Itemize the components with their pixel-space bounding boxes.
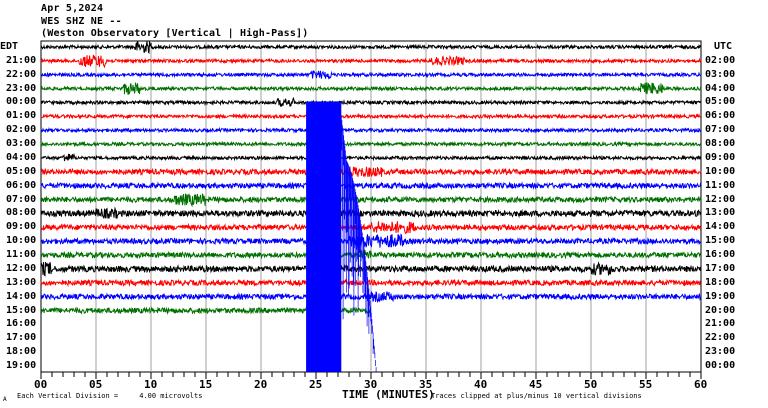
edt-label: 12:00 (6, 262, 37, 274)
header-observatory: (Weston Observatory [Vertical | High-Pas… (41, 28, 309, 39)
utc-label: 19:00 (705, 290, 736, 302)
x-tick-label: 00 (34, 378, 48, 391)
header-date: Apr 5,2024 (41, 3, 104, 14)
trace-row-18 (40, 291, 702, 304)
edt-label: 05:00 (6, 165, 37, 177)
edt-label: 18:00 (6, 346, 37, 358)
edt-label: 11:00 (6, 249, 37, 261)
scale-text: Each Vertical Division = 4.00 microvolts (17, 392, 203, 400)
x-tick-label: 35 (419, 378, 433, 391)
utc-label: 07:00 (705, 124, 736, 136)
utc-label: 23:00 (705, 346, 736, 358)
edt-label: 00:00 (6, 96, 37, 108)
header-station: WES SHZ NE -- (41, 16, 122, 27)
edt-label: 13:00 (6, 276, 37, 288)
edt-label: 22:00 (6, 68, 37, 80)
utc-label: 20:00 (705, 304, 736, 316)
corner-mark: A (3, 396, 7, 403)
utc-label: 10:00 (705, 165, 736, 177)
utc-label: 14:00 (705, 221, 736, 233)
utc-label: 09:00 (705, 151, 736, 163)
event-clipped-block (306, 101, 342, 372)
x-tick-label: 05 (89, 378, 103, 391)
edt-label: 04:00 (6, 151, 37, 163)
utc-label: 16:00 (705, 249, 736, 261)
trace-row-5 (40, 112, 701, 120)
trace-row-7 (40, 140, 702, 148)
trace-row-6 (40, 126, 702, 134)
x-tick-label: 25 (309, 378, 323, 391)
edt-label: 17:00 (6, 332, 37, 344)
trace-row-1 (40, 54, 702, 69)
trace-row-14 (40, 233, 702, 249)
edt-label: 14:00 (6, 290, 37, 302)
utc-label: 13:00 (705, 207, 736, 219)
x-tick-label: 50 (584, 378, 598, 391)
x-axis-title: TIME (MINUTES) (342, 388, 435, 401)
trace-row-16 (40, 261, 702, 277)
x-tick-label: 10 (144, 378, 158, 391)
edt-label: 03:00 (6, 138, 37, 150)
utc-label: 02:00 (705, 54, 736, 66)
utc-label: 05:00 (705, 96, 736, 108)
trace-row-9 (40, 166, 702, 179)
x-tick-label: 30 (364, 378, 378, 391)
trace-row-2 (40, 70, 702, 80)
utc-label: 22:00 (705, 332, 736, 344)
trace-row-13 (40, 221, 702, 235)
edt-label: 02:00 (6, 124, 37, 136)
x-tick-label: 55 (639, 378, 653, 391)
edt-label: 09:00 (6, 221, 37, 233)
edt-label: 01:00 (6, 110, 37, 122)
utc-label: 08:00 (705, 138, 736, 150)
edt-label: 19:00 (6, 360, 37, 371)
edt-label: 21:00 (6, 54, 37, 66)
trace-row-17 (40, 278, 702, 288)
edt-label: 23:00 (6, 82, 37, 94)
x-tick-label: 45 (529, 378, 543, 391)
trace-row-4 (40, 96, 702, 107)
utc-label: 17:00 (705, 262, 736, 274)
clip-note: Traces clipped at plus/minus 10 vertical… (431, 392, 642, 400)
left-axis-title: EDT (0, 41, 19, 52)
trace-row-11 (40, 193, 702, 208)
edt-label: 06:00 (6, 179, 37, 191)
trace-row-12 (40, 206, 702, 219)
x-tick-label: 20 (254, 378, 268, 391)
utc-label: 03:00 (705, 68, 736, 80)
edt-label: 16:00 (6, 318, 37, 330)
utc-label: 15:00 (705, 235, 736, 247)
right-axis-title: UTC (714, 41, 733, 52)
trace-row-3 (40, 82, 702, 95)
trace-row-15 (40, 249, 702, 260)
utc-label: 21:00 (705, 318, 736, 330)
edt-label: 10:00 (6, 235, 37, 247)
trace-row-10 (40, 181, 702, 191)
utc-label: 06:00 (705, 110, 736, 122)
x-tick-label: 60 (694, 378, 708, 391)
edt-label: 08:00 (6, 207, 37, 219)
utc-label: 00:00 (705, 360, 736, 371)
utc-label: 04:00 (705, 82, 736, 94)
utc-label: 12:00 (705, 193, 736, 205)
x-tick-label: 15 (199, 378, 213, 391)
edt-label: 15:00 (6, 304, 37, 316)
utc-label: 11:00 (705, 179, 736, 191)
x-tick-label: 40 (474, 378, 488, 391)
trace-row-0 (40, 41, 702, 54)
trace-row-8 (40, 152, 702, 162)
edt-label: 07:00 (6, 193, 37, 205)
utc-label: 18:00 (705, 276, 736, 288)
